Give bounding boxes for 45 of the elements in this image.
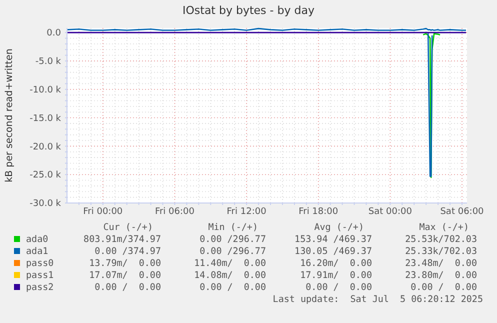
- text: Cur (-/+): [103, 222, 153, 233]
- text: 0.00 / 0.00: [410, 282, 477, 293]
- y-tick-label: -20.0 k: [30, 142, 62, 152]
- text: 0.00 /296.77: [200, 234, 266, 245]
- y-tick-label: -25.0 k: [30, 170, 62, 181]
- text: Max (-/+): [419, 222, 469, 233]
- text: 17.91m/ 0.00: [300, 270, 372, 281]
- x-tick-label: Sat 00:00: [368, 207, 412, 217]
- text: 0.00 / 0.00: [306, 282, 372, 293]
- x-tick-label: Fri 18:00: [298, 207, 338, 217]
- legend-label: ada1: [26, 246, 48, 257]
- text: Min (-/+): [208, 222, 258, 233]
- y-tick-label: -15.0 k: [30, 114, 62, 124]
- x-tick-label: Fri 00:00: [83, 207, 123, 217]
- text: 0.00 / 0.00: [94, 282, 161, 293]
- text: 25.53k/702.03: [405, 234, 477, 245]
- text: 14.08m/ 0.00: [194, 270, 266, 281]
- x-tick-label: Sat 06:00: [440, 207, 484, 217]
- y-tick-label: -5.0 k: [35, 57, 62, 68]
- y-tick-label: -10.0 k: [30, 86, 62, 96]
- y-tick-label: -30.0 k: [30, 199, 62, 210]
- text: 803.91m/374.97: [84, 234, 161, 245]
- text: 130.05 /469.37: [294, 246, 372, 257]
- text: 0.00 /374.97: [94, 246, 161, 257]
- y-axis-title: kB per second read+written: [4, 48, 15, 182]
- chart-title: IOstat by bytes - by day: [182, 4, 315, 17]
- text: 0.00 /296.77: [200, 246, 266, 257]
- text: 0.00 / 0.00: [200, 282, 266, 293]
- text: 17.07m/ 0.00: [89, 270, 161, 281]
- legend-label: pass1: [26, 270, 54, 281]
- text: 11.40m/ 0.00: [194, 258, 266, 269]
- legend-label: ada0: [26, 234, 48, 245]
- text: 25.33k/702.03: [405, 246, 477, 257]
- text: 13.79m/ 0.00: [89, 258, 161, 269]
- y-tick-label: 0.0: [46, 28, 62, 39]
- x-tick-label: Fri 06:00: [154, 207, 195, 217]
- text: Avg (-/+): [314, 222, 364, 233]
- text: 16.20m/ 0.00: [300, 258, 372, 269]
- text: Last update: Sat Jul 5 06:20:12 2025: [272, 294, 483, 305]
- text: 23.48m/ 0.00: [405, 258, 477, 269]
- x-tick-label: Fri 12:00: [226, 207, 267, 217]
- text: 153.94 /469.37: [294, 234, 372, 245]
- text: 23.80m/ 0.00: [405, 270, 477, 281]
- legend-label: pass2: [26, 282, 54, 293]
- legend-label: pass0: [26, 258, 54, 269]
